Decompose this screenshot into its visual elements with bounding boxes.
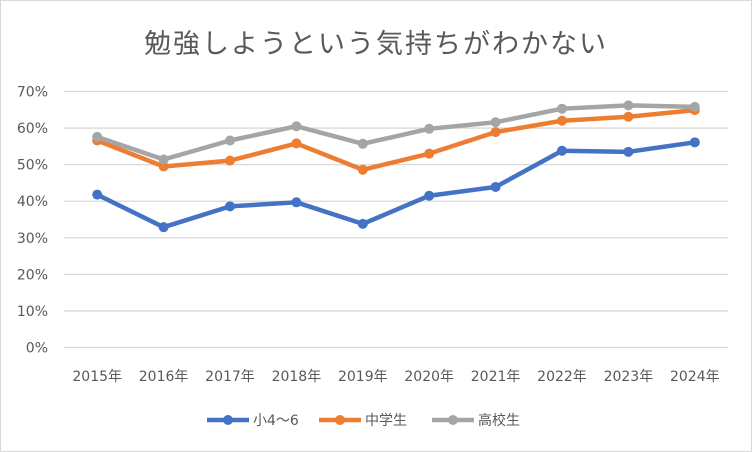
data-point	[424, 190, 435, 201]
legend-label: 高校生	[478, 412, 520, 429]
y-tick-label: 50%	[17, 158, 48, 174]
data-point	[623, 100, 634, 111]
x-tick-label: 2017年	[205, 369, 255, 385]
x-tick-label: 2024年	[670, 369, 720, 385]
series-line	[96, 140, 696, 230]
y-tick-label: 70%	[17, 85, 48, 101]
y-tick-label: 10%	[17, 304, 48, 320]
data-point	[557, 145, 567, 156]
data-point	[557, 115, 567, 126]
data-point	[291, 121, 302, 132]
x-tick-label: 2021年	[471, 369, 521, 385]
data-point	[490, 117, 501, 128]
data-point	[623, 146, 634, 157]
data-point	[291, 197, 302, 208]
data-point	[158, 154, 169, 165]
y-tick-label: 30%	[17, 231, 48, 247]
x-tick-label: 2018年	[272, 369, 322, 385]
x-tick-label: 2022年	[537, 369, 587, 385]
legend-label: 中学生	[365, 413, 407, 429]
data-point	[623, 111, 634, 122]
x-tick-label: 2020年	[404, 369, 454, 385]
x-tick-label: 2015年	[72, 369, 122, 385]
legend-marker	[223, 415, 233, 425]
data-point	[557, 103, 567, 114]
data-point	[689, 137, 700, 148]
data-point	[158, 161, 169, 172]
y-tick-label: 0%	[26, 341, 48, 357]
data-point	[357, 164, 368, 175]
y-tick-label: 60%	[17, 121, 48, 137]
data-point	[92, 189, 103, 200]
data-point	[225, 155, 235, 166]
data-point	[490, 181, 501, 192]
data-point	[490, 127, 501, 138]
legend-marker	[448, 415, 458, 425]
data-point	[357, 218, 368, 229]
data-point	[424, 148, 435, 159]
series-line	[96, 103, 695, 162]
data-point	[225, 201, 235, 212]
data-point	[225, 135, 235, 146]
chart-title: 勉強しようという気持ちがわかない	[144, 29, 608, 60]
data-point	[92, 131, 103, 142]
data-point	[424, 123, 435, 134]
series-line	[96, 107, 696, 173]
x-tick-label: 2023年	[604, 369, 654, 385]
data-point	[291, 138, 302, 149]
legend-label: 小4〜6	[253, 413, 299, 429]
x-tick-label: 2019年	[338, 369, 388, 385]
legend-marker	[335, 415, 345, 425]
data-point	[158, 222, 169, 233]
data-point	[357, 138, 368, 149]
data-point	[689, 101, 700, 112]
y-tick-label: 20%	[17, 267, 48, 283]
x-tick-label: 2016年	[139, 369, 189, 385]
y-tick-label: 40%	[17, 194, 48, 210]
